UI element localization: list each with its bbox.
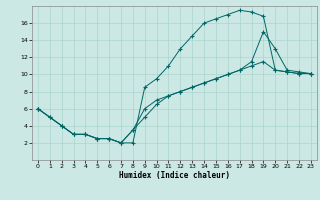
X-axis label: Humidex (Indice chaleur): Humidex (Indice chaleur) <box>119 171 230 180</box>
